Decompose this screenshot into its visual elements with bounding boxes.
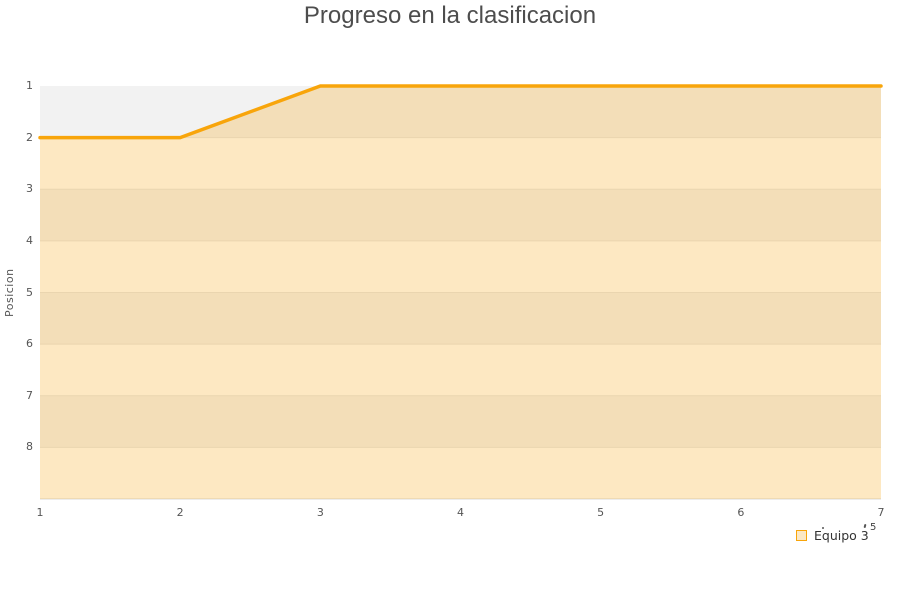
series-area-equipo-3 (40, 86, 881, 499)
series-line-equipo-3[interactable] (38, 84, 883, 140)
plot-band (40, 395, 881, 448)
y-tick-label: 4 (26, 233, 33, 247)
y-tick-label: 8 (26, 440, 33, 454)
plot-band (40, 189, 881, 241)
plot-band (40, 447, 881, 499)
plot-band (40, 292, 881, 345)
plot-area[interactable] (38, 84, 883, 500)
x-tick-label: 2 (176, 506, 184, 519)
x-tick-label: 6 (737, 506, 745, 519)
legend-item-equipo-3[interactable]: Equipo 3 (796, 528, 869, 543)
x-tick-label: 1 (36, 506, 44, 519)
legend-marker-icon (796, 530, 807, 541)
y-tick-label: 5 (26, 285, 33, 299)
x-tick-label: 7 (877, 506, 885, 519)
stray-dot-icon (822, 527, 824, 529)
y-tick-label: 1 (26, 79, 33, 92)
stray-text: 5 (870, 522, 877, 533)
y-tick-label: 3 (26, 182, 33, 196)
y-tick-label: 2 (26, 130, 33, 144)
plot-band (40, 240, 881, 293)
y-tick-label: 7 (26, 388, 33, 402)
plot-band (40, 86, 881, 138)
plot-band (40, 137, 881, 190)
x-tick-label: 5 (597, 506, 605, 519)
plot-band (40, 344, 881, 396)
x-tick-label: 4 (457, 506, 464, 519)
legend-label: Equipo 3 (814, 528, 869, 543)
y-tick-label: 6 (26, 337, 33, 351)
chart-title: Progreso en la clasificacion (303, 2, 597, 29)
x-tick-label: 3 (316, 506, 324, 519)
